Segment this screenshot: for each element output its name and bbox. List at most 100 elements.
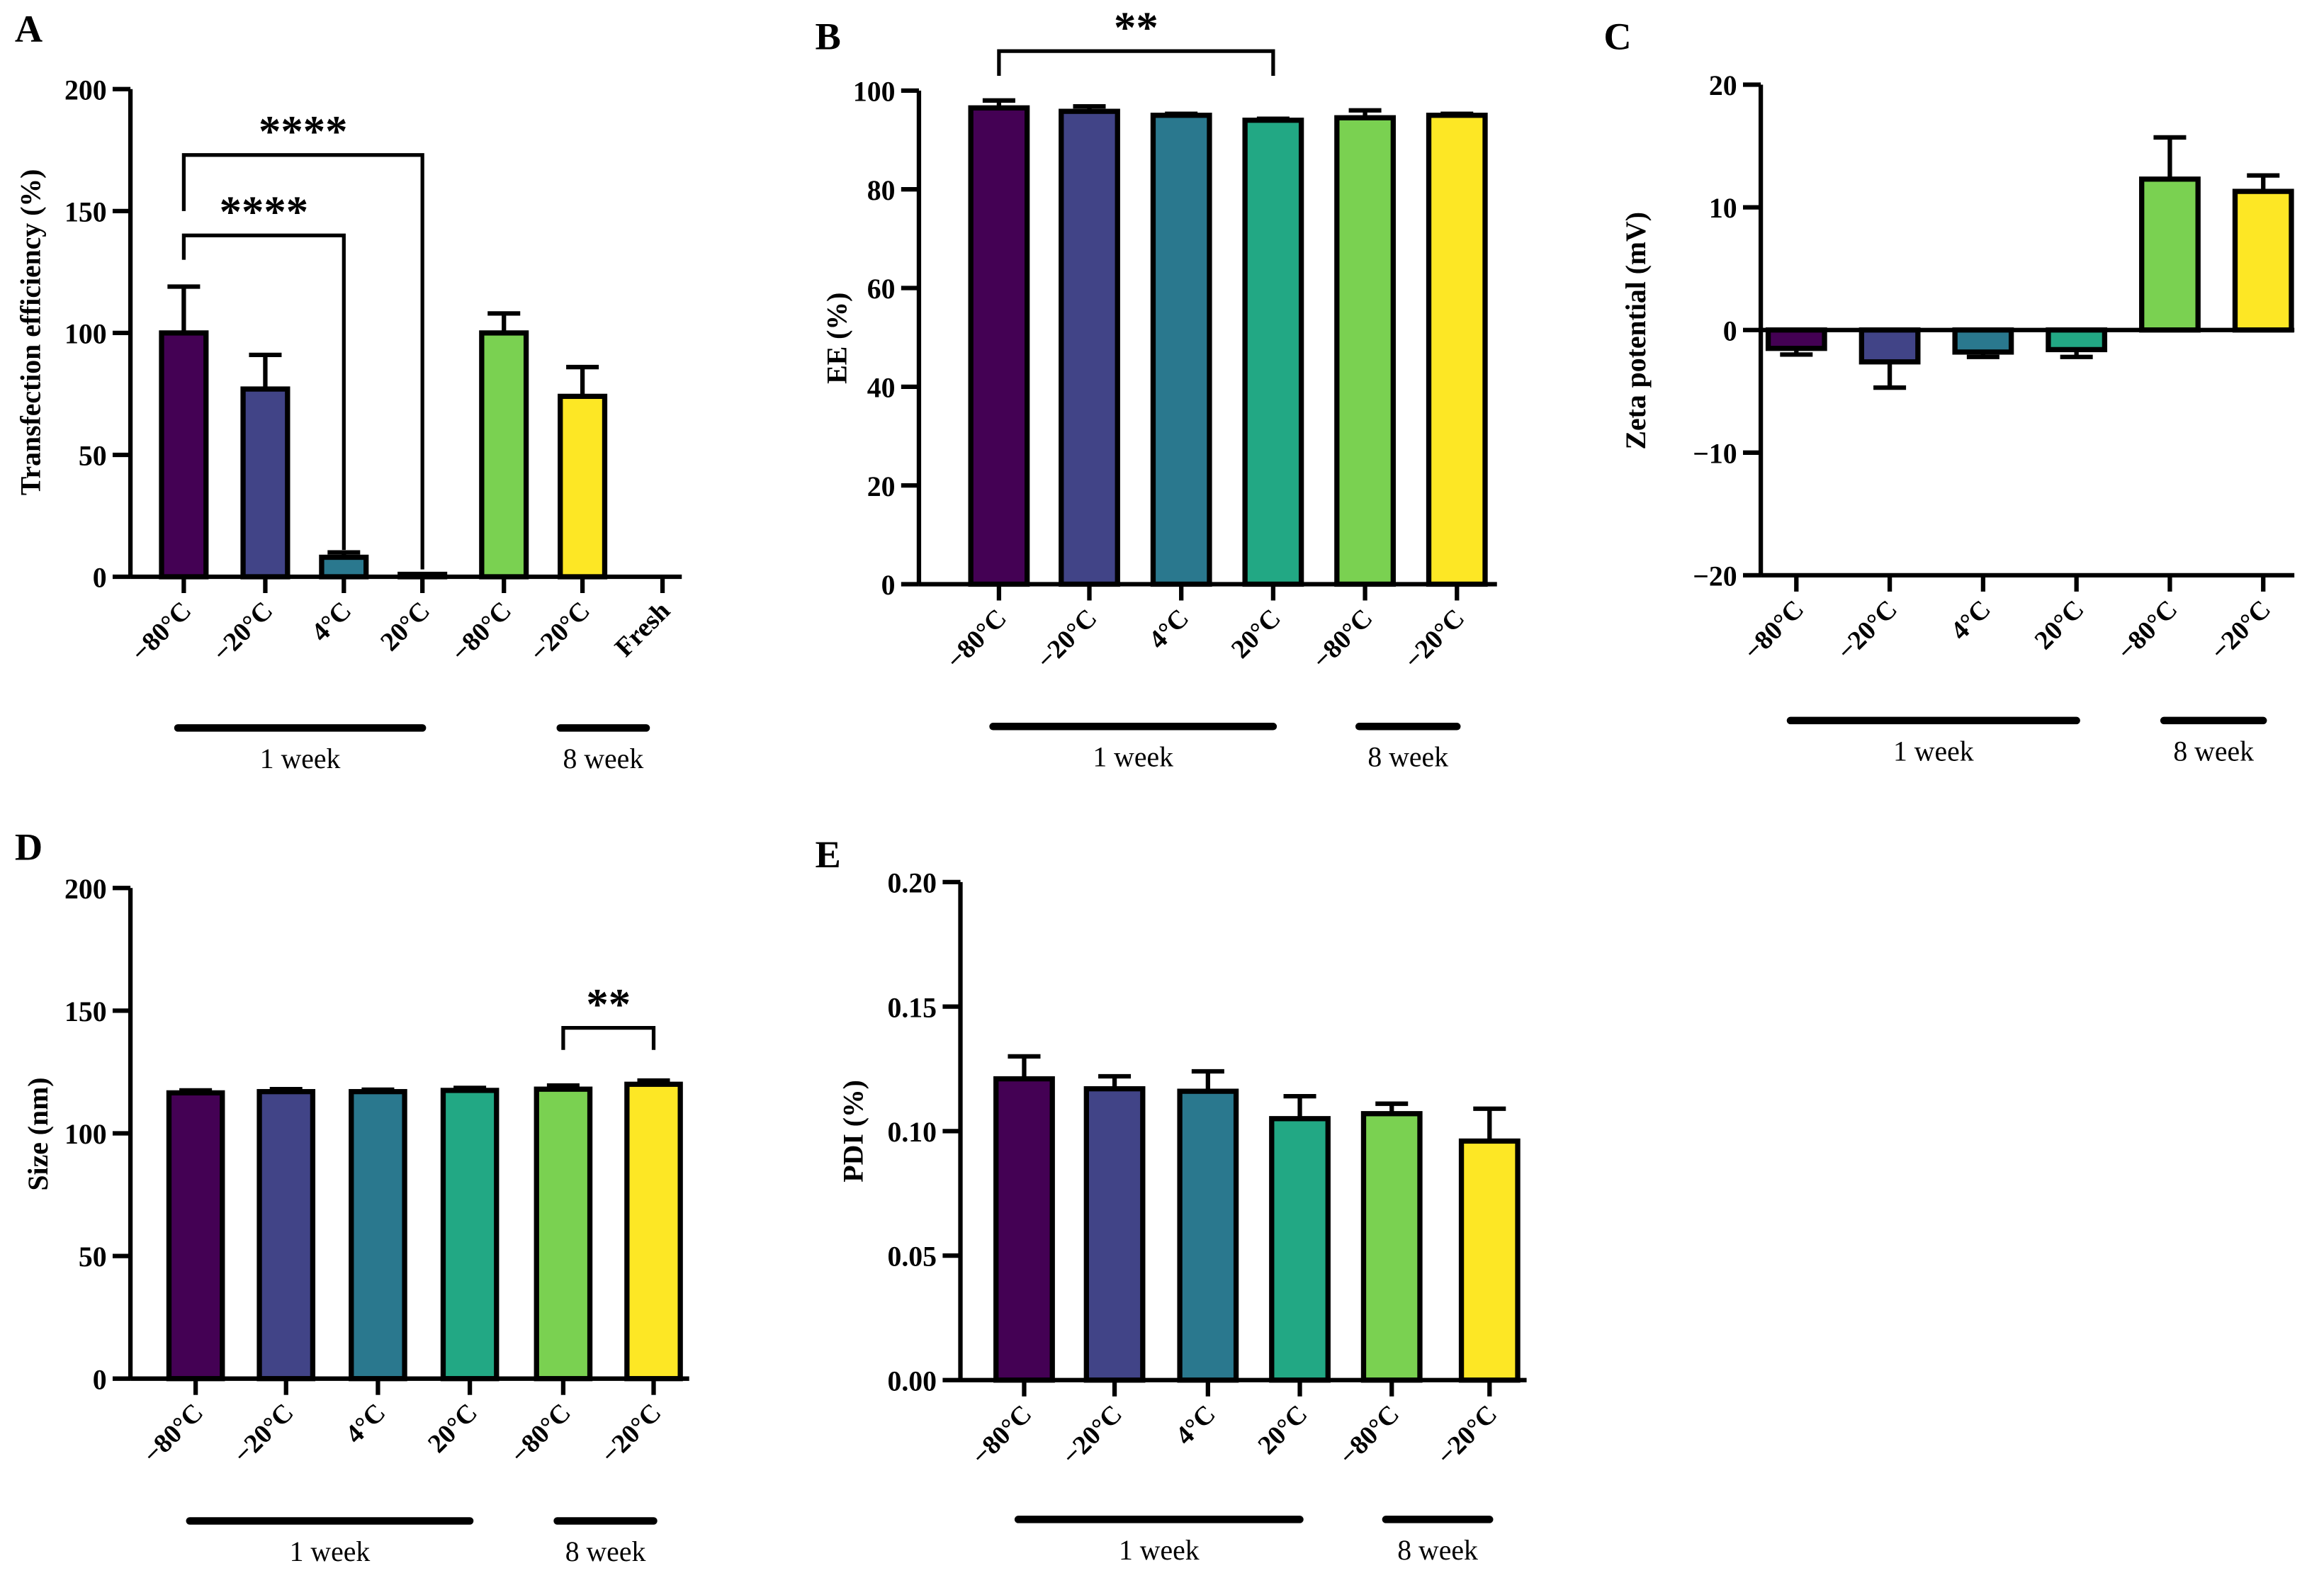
significance-bracket — [561, 1026, 656, 1050]
bar — [1150, 113, 1212, 587]
bar — [256, 1088, 316, 1382]
y-tick-label: 20 — [867, 471, 896, 502]
y-tick-label: 40 — [867, 372, 896, 403]
group-label: 1 week — [260, 743, 341, 774]
y-axis-label: Size (nm) — [23, 1078, 54, 1191]
y-tick-label: 0.10 — [887, 1117, 937, 1148]
bar — [240, 386, 290, 580]
group-label: 1 week — [1093, 742, 1173, 773]
x-tick-label: −80°C — [137, 1398, 209, 1470]
bar — [1334, 115, 1396, 587]
x-tick-label: 4°C — [1170, 1399, 1222, 1451]
y-tick-label: 150 — [64, 196, 107, 227]
x-tick-label: −20°C — [524, 596, 596, 667]
y-tick-label: 0 — [93, 563, 107, 594]
group-label: 8 week — [2173, 735, 2254, 767]
bar — [993, 1076, 1055, 1383]
group-label: 1 week — [1119, 1535, 1200, 1566]
y-tick-label: 100 — [64, 319, 107, 350]
x-tick-label: −20°C — [1399, 603, 1470, 675]
bar — [166, 1090, 225, 1382]
x-tick-label: −20°C — [207, 596, 278, 667]
x-tick-label: −80°C — [940, 603, 1012, 675]
bar — [440, 1088, 500, 1382]
y-tick-label: 0.15 — [887, 992, 937, 1023]
x-tick-label: 20°C — [1252, 1399, 1313, 1460]
bar — [1083, 1086, 1146, 1383]
bar — [2046, 327, 2108, 353]
x-tick-label: −20°C — [1056, 1399, 1128, 1471]
y-tick-label: 0 — [93, 1364, 107, 1395]
bar — [319, 554, 369, 580]
x-tick-label: −80°C — [1333, 1399, 1405, 1471]
x-tick-label: 4°C — [339, 1398, 391, 1450]
significance-label: **** — [259, 106, 348, 156]
bar — [2232, 188, 2294, 333]
y-tick-label: 0 — [1723, 315, 1737, 346]
bar — [624, 1081, 683, 1382]
x-tick-label: Fresh — [609, 596, 676, 663]
y-tick-label: 80 — [867, 175, 896, 206]
group-label: 1 week — [290, 1536, 371, 1567]
bar — [534, 1086, 593, 1382]
x-tick-label: −80°C — [446, 596, 517, 667]
panel-letter: D — [15, 826, 43, 869]
x-tick-label: −80°C — [125, 596, 197, 667]
bar — [558, 393, 608, 580]
x-tick-label: 4°C — [305, 596, 357, 648]
x-tick-label: −80°C — [1738, 594, 1810, 666]
x-tick-label: −20°C — [1832, 594, 1903, 666]
bar — [1269, 1116, 1331, 1383]
y-axis-label: Zeta potential (mV) — [1620, 212, 1652, 449]
panel-E: E PDI (%) −80°C −20°C 4°C 20°C −80°C −20°C 0.00 0… — [816, 833, 1527, 1566]
group-label: 1 week — [1893, 735, 1974, 767]
x-tick-label: −20°C — [227, 1398, 299, 1470]
y-tick-label: 200 — [64, 874, 107, 905]
bar — [159, 330, 209, 580]
y-tick-label: 60 — [867, 274, 896, 305]
x-tick-label: −80°C — [504, 1398, 576, 1470]
bar — [1858, 327, 1921, 365]
bar — [2139, 176, 2201, 333]
bar — [968, 105, 1030, 587]
y-tick-label: 200 — [64, 74, 107, 106]
group-label: 8 week — [1397, 1535, 1478, 1566]
y-tick-label: 150 — [64, 996, 107, 1027]
panel-letter: B — [816, 15, 841, 57]
x-tick-label: 20°C — [375, 596, 436, 657]
significance-label: ** — [586, 979, 631, 1029]
y-tick-label: −20 — [1693, 561, 1737, 592]
y-tick-label: 100 — [853, 77, 896, 108]
panel-C: C Zeta potential (mV) −80°C −20°C 4°C 20°C −80… — [1603, 15, 2295, 767]
bar — [1458, 1138, 1521, 1383]
bar — [1426, 113, 1488, 587]
y-tick-label: −10 — [1693, 438, 1737, 469]
y-tick-label: 100 — [64, 1119, 107, 1150]
x-tick-label: −20°C — [1431, 1399, 1503, 1471]
x-tick-label: 20°C — [422, 1398, 483, 1459]
significance-bracket — [997, 49, 1275, 76]
group-label: 8 week — [565, 1536, 646, 1567]
y-tick-label: 0.00 — [887, 1365, 937, 1397]
y-tick-label: 0 — [881, 570, 896, 601]
panel-letter: C — [1603, 15, 1631, 57]
bar — [1952, 327, 2014, 355]
bar — [349, 1088, 407, 1382]
bar — [1242, 118, 1304, 587]
significance-label: **** — [220, 187, 308, 237]
x-tick-label: −20°C — [1031, 603, 1102, 675]
y-tick-label: 50 — [79, 1241, 107, 1273]
y-axis-label: EE (%) — [821, 293, 852, 384]
x-tick-label: −20°C — [595, 1398, 667, 1470]
bar — [1177, 1088, 1239, 1383]
y-axis-label: Transfection efficiency (%) — [15, 169, 46, 495]
bar — [1360, 1111, 1423, 1383]
bar — [1765, 327, 1827, 351]
x-tick-label: −20°C — [2205, 594, 2277, 666]
x-tick-label: −80°C — [2111, 594, 2183, 666]
y-axis-label: PDI (%) — [837, 1080, 869, 1183]
y-tick-label: 20 — [1709, 70, 1737, 101]
y-tick-label: 0.05 — [887, 1241, 937, 1273]
